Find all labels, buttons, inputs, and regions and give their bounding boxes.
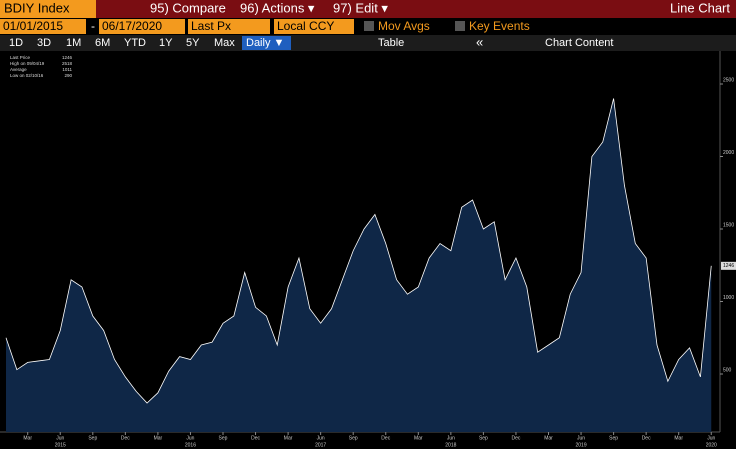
y-tick-label: 500 <box>723 367 732 373</box>
period-button[interactable]: 1Y <box>159 37 173 49</box>
legend-value: 1011 <box>62 67 72 72</box>
x-tick-label: Jun <box>577 435 585 441</box>
menu-item[interactable]: 95) Compare <box>150 0 226 15</box>
ticker-box[interactable] <box>0 0 96 18</box>
year-label: 2015 <box>55 442 66 448</box>
x-tick-label: Jun <box>707 435 715 441</box>
x-tick-label: Dec <box>121 435 130 441</box>
x-tick-label: Mar <box>23 435 32 441</box>
start-box[interactable] <box>0 19 86 34</box>
x-tick-label: Jun <box>317 435 325 441</box>
year-label: 2017 <box>315 442 326 448</box>
table-button[interactable]: Table <box>378 37 404 49</box>
x-tick-label: Dec <box>251 435 260 441</box>
x-tick-label: Sep <box>219 435 228 441</box>
legend-value: 1246 <box>62 55 73 60</box>
period-button[interactable]: 1M <box>66 37 81 49</box>
y-tick-label: 1000 <box>723 295 734 301</box>
period-bar <box>0 35 736 51</box>
x-tick-label: Mar <box>284 435 293 441</box>
checkbox[interactable] <box>364 21 374 31</box>
period-button[interactable]: Max <box>214 37 235 49</box>
y-tick-label: 2500 <box>723 77 734 83</box>
period-button[interactable]: YTD <box>124 37 146 49</box>
y-tick-label: 2000 <box>723 150 734 156</box>
x-tick-label: Dec <box>511 435 520 441</box>
field-box[interactable] <box>188 19 270 34</box>
x-tick-label: Sep <box>609 435 618 441</box>
x-tick-label: Sep <box>88 435 97 441</box>
ccy-box[interactable] <box>274 19 354 34</box>
year-label: 2018 <box>445 442 456 448</box>
x-tick-label: Sep <box>349 435 358 441</box>
legend-name: Average <box>10 67 27 72</box>
x-tick-label: Jun <box>186 435 194 441</box>
last-price-tag <box>721 261 736 270</box>
end-date: 06/17/2020 <box>102 19 162 33</box>
x-tick-label: Dec <box>642 435 651 441</box>
y-tick-label: 1500 <box>723 222 734 228</box>
period-button[interactable]: 5Y <box>186 37 200 49</box>
plot: 500 1000 1500 2000 2500 Mar Jun Sep Dec Mar Jun Sep… <box>0 51 736 448</box>
menu-item[interactable]: 96) Actions ▾ <box>240 0 315 15</box>
view-title: Line Chart <box>670 0 730 15</box>
x-tick-label: Mar <box>544 435 553 441</box>
period-button[interactable]: 1D <box>9 37 23 49</box>
year-label: 2020 <box>706 442 717 448</box>
option: Key Events <box>469 19 530 33</box>
ticker: BDIY Index <box>4 0 70 15</box>
option: Mov Avgs <box>378 19 430 33</box>
legend-value: 2518 <box>62 61 73 66</box>
legend-value: 290 <box>64 73 72 78</box>
x-tick-label: Jun <box>56 435 64 441</box>
top-bar <box>0 0 736 18</box>
x-tick-label: Mar <box>674 435 683 441</box>
period-button[interactable]: 6M <box>95 37 110 49</box>
collapse-button[interactable]: « <box>476 34 483 49</box>
area <box>6 98 712 432</box>
currency: Local CCY <box>277 19 334 33</box>
freq-box[interactable] <box>242 36 291 50</box>
dash: - <box>91 19 95 33</box>
x-tick-label: Jun <box>447 435 455 441</box>
menu-item[interactable]: 97) Edit ▾ <box>333 0 388 15</box>
x-tick-label: Mar <box>154 435 163 441</box>
legend-name: High on 09/04/19 <box>10 61 45 66</box>
last-price-label: 1246 <box>723 263 734 269</box>
x-tick-label: Mar <box>414 435 423 441</box>
frequency: Daily ▼ <box>246 37 284 49</box>
year-label: 2019 <box>575 442 586 448</box>
period-button[interactable]: 3D <box>37 37 51 49</box>
chart-content[interactable]: Chart Content <box>545 37 613 49</box>
year-label: 2016 <box>185 442 196 448</box>
start-date: 01/01/2015 <box>3 19 63 33</box>
legend-name: Last Price <box>10 55 31 60</box>
line <box>5 98 712 404</box>
legend-name: Low on 02/10/16 <box>10 73 44 78</box>
x-tick-label: Sep <box>479 435 488 441</box>
end-box[interactable] <box>99 19 185 34</box>
field: Last Px <box>191 19 231 33</box>
checkbox[interactable] <box>455 21 465 31</box>
x-tick-label: Dec <box>381 435 390 441</box>
